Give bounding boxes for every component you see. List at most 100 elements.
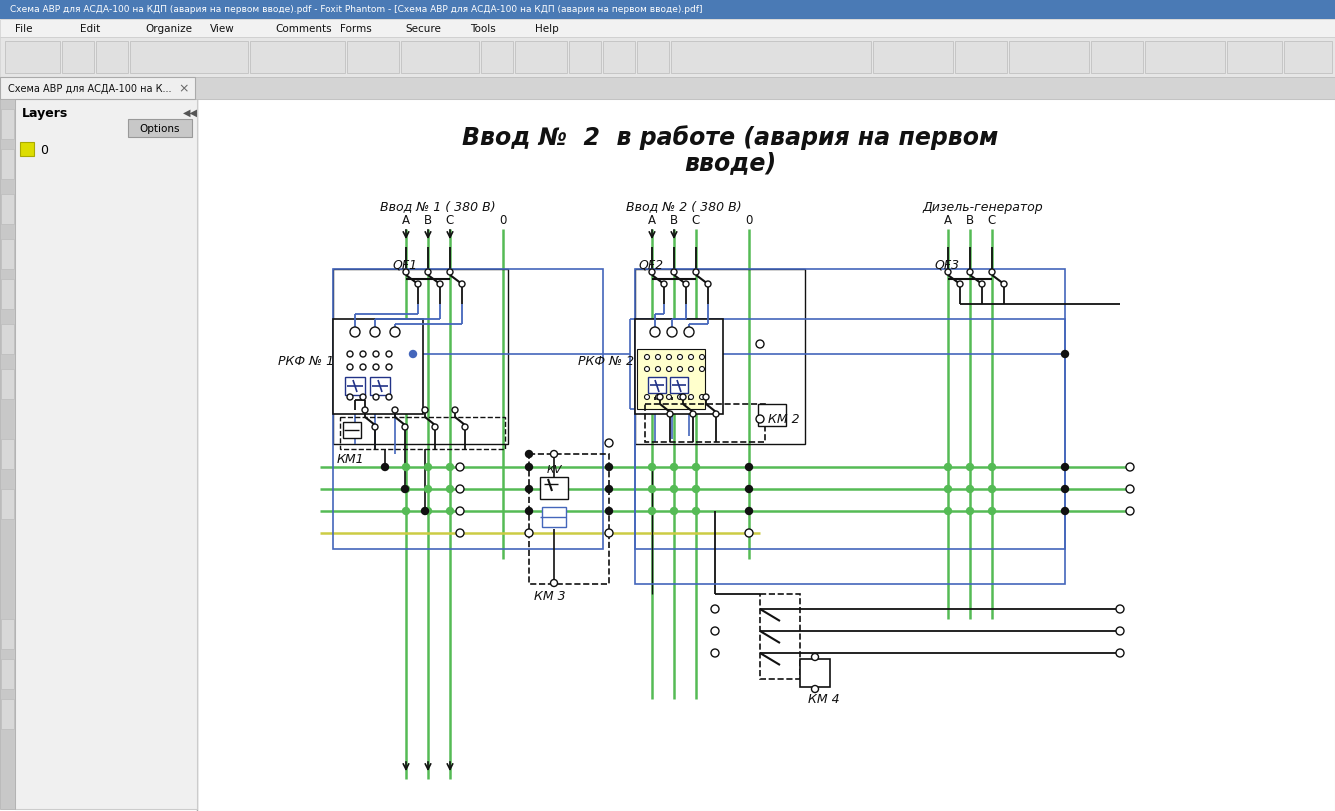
Bar	[400, 42, 479, 74]
Text: РКФ № 2: РКФ № 2	[578, 355, 634, 368]
Circle shape	[700, 355, 705, 360]
Bar	[569, 42, 601, 74]
Text: QF2: QF2	[638, 258, 663, 271]
Text: Secure: Secure	[405, 24, 441, 34]
Bar	[873, 42, 953, 74]
Circle shape	[756, 341, 764, 349]
Circle shape	[386, 365, 392, 371]
Circle shape	[655, 355, 661, 360]
Circle shape	[386, 351, 392, 358]
Circle shape	[645, 355, 650, 360]
Circle shape	[672, 270, 677, 276]
Circle shape	[1125, 508, 1133, 515]
Bar	[542, 508, 566, 527]
Circle shape	[402, 424, 409, 431]
Bar	[481, 42, 513, 74]
Bar	[128, 120, 192, 138]
Circle shape	[386, 394, 392, 401]
Circle shape	[403, 270, 409, 276]
Bar	[647, 378, 666, 393]
Text: Organize: Organize	[146, 24, 192, 34]
Bar	[645, 405, 765, 443]
Circle shape	[693, 486, 700, 493]
Circle shape	[657, 394, 663, 401]
Circle shape	[967, 508, 973, 515]
Text: B: B	[967, 214, 975, 227]
Circle shape	[684, 328, 694, 337]
Bar	[332, 320, 423, 414]
Circle shape	[712, 627, 720, 635]
Circle shape	[459, 281, 465, 288]
Text: вводе): вводе)	[684, 151, 776, 175]
Circle shape	[812, 654, 818, 661]
Bar	[332, 270, 509, 444]
Circle shape	[370, 328, 380, 337]
Circle shape	[649, 464, 655, 471]
Circle shape	[425, 464, 431, 471]
Circle shape	[756, 415, 764, 423]
Text: Layers: Layers	[21, 106, 68, 119]
Circle shape	[526, 508, 533, 515]
Circle shape	[606, 486, 613, 493]
Circle shape	[446, 508, 454, 515]
Circle shape	[347, 351, 352, 358]
Bar	[96, 42, 128, 74]
Bar	[539, 478, 567, 500]
Circle shape	[957, 281, 963, 288]
Circle shape	[1061, 508, 1068, 515]
Bar	[1, 620, 13, 649]
Text: C: C	[692, 214, 700, 227]
Circle shape	[693, 508, 700, 515]
Circle shape	[462, 424, 469, 431]
Circle shape	[967, 270, 973, 276]
Circle shape	[453, 407, 458, 414]
Circle shape	[457, 463, 465, 471]
Bar	[635, 320, 724, 414]
Circle shape	[425, 508, 431, 515]
Circle shape	[745, 464, 753, 471]
Text: Forms: Forms	[340, 24, 371, 34]
Circle shape	[1001, 281, 1007, 288]
Bar	[1091, 42, 1143, 74]
Bar	[344, 378, 364, 396]
Circle shape	[372, 424, 378, 431]
Bar	[637, 42, 669, 74]
Bar	[672, 42, 870, 74]
Circle shape	[700, 395, 705, 400]
Circle shape	[684, 281, 689, 288]
Circle shape	[390, 328, 400, 337]
Circle shape	[606, 464, 613, 471]
Bar	[250, 42, 344, 74]
Bar	[1227, 42, 1282, 74]
Circle shape	[550, 580, 558, 587]
Circle shape	[605, 530, 613, 538]
Bar	[1145, 42, 1226, 74]
Circle shape	[689, 395, 693, 400]
Circle shape	[447, 270, 453, 276]
Circle shape	[1061, 351, 1068, 358]
Circle shape	[360, 365, 366, 371]
Circle shape	[457, 508, 465, 515]
Bar	[760, 594, 800, 679]
Circle shape	[655, 395, 661, 400]
Circle shape	[372, 365, 379, 371]
Circle shape	[668, 328, 677, 337]
Bar	[0, 20, 1335, 38]
Text: C: C	[988, 214, 996, 227]
Circle shape	[666, 355, 672, 360]
Bar	[955, 42, 1007, 74]
Circle shape	[415, 281, 421, 288]
Circle shape	[606, 508, 613, 515]
Text: B: B	[425, 214, 433, 227]
Bar	[635, 320, 1065, 584]
Circle shape	[666, 367, 672, 372]
Circle shape	[362, 407, 368, 414]
Circle shape	[372, 394, 379, 401]
Circle shape	[550, 451, 558, 458]
Text: КМ 2: КМ 2	[768, 413, 800, 426]
Text: КМ 4: КМ 4	[808, 693, 840, 706]
Bar	[15, 100, 198, 809]
Circle shape	[988, 508, 996, 515]
Circle shape	[704, 394, 709, 401]
Bar	[635, 270, 805, 444]
